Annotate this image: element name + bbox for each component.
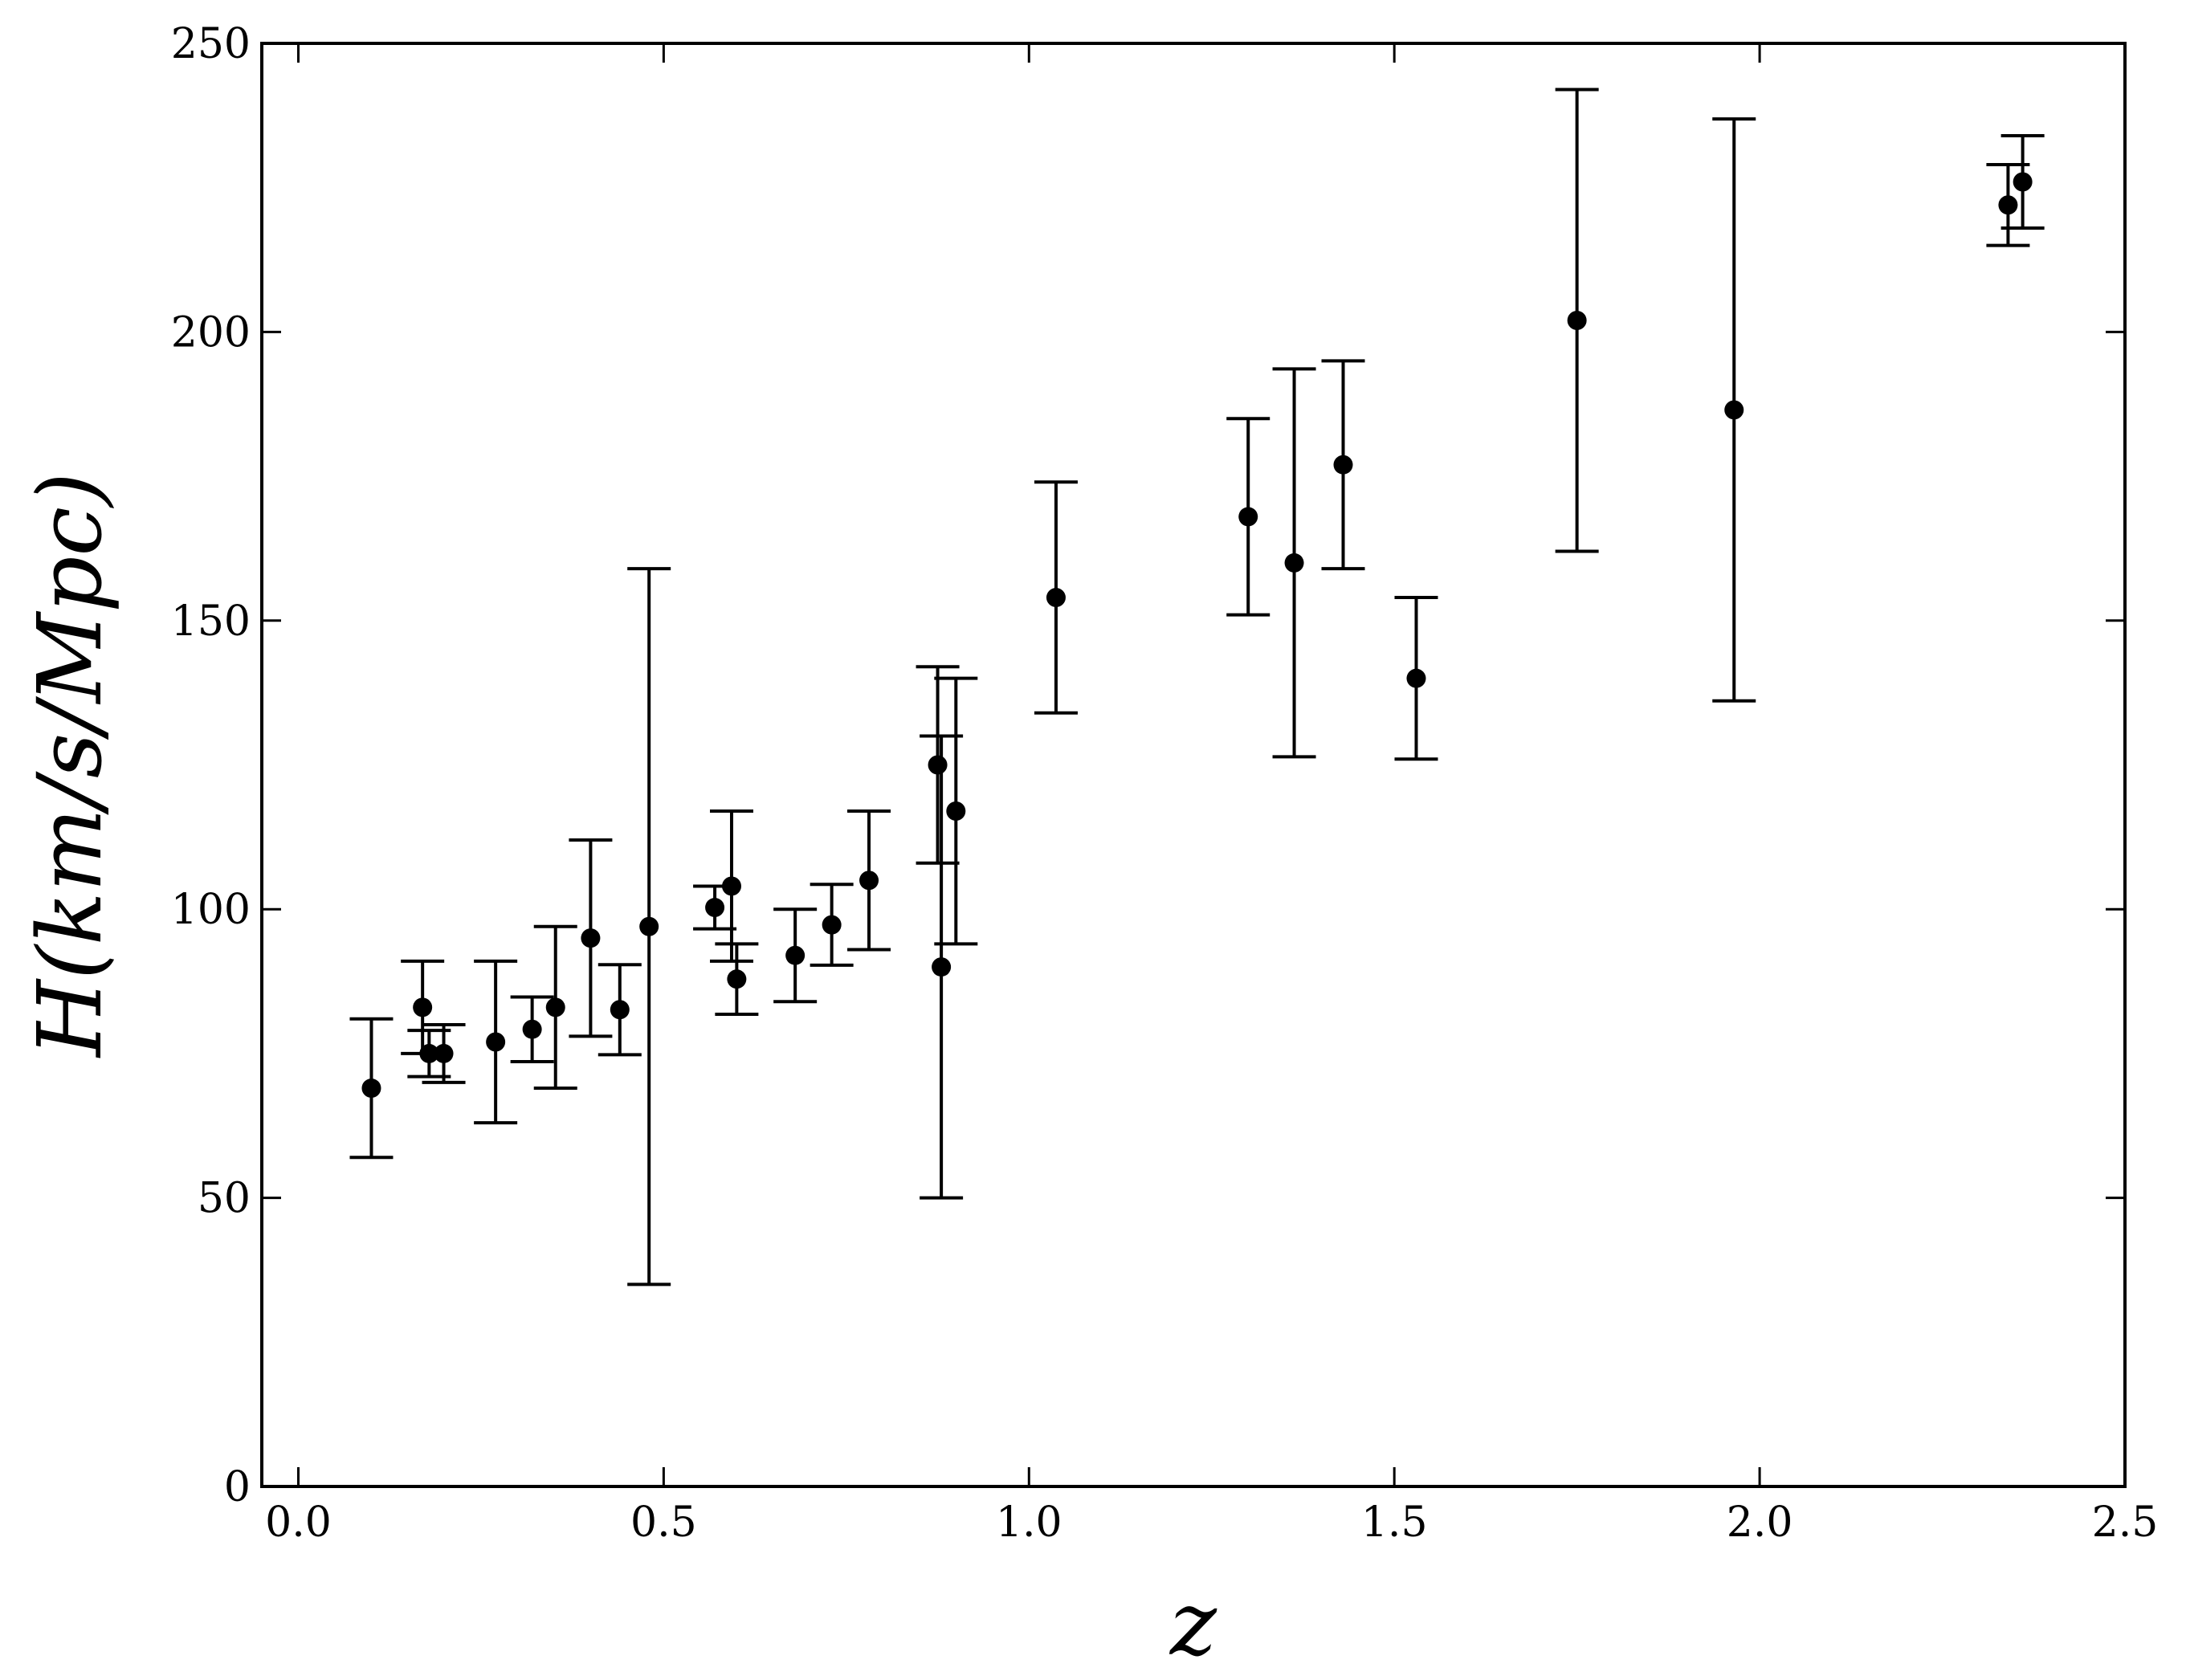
y-tick-label: 250 — [171, 20, 251, 68]
data-point — [1238, 507, 1258, 527]
data-point — [1284, 553, 1304, 573]
data-point — [361, 1079, 381, 1099]
data-point — [1406, 668, 1426, 688]
y-tick-label: 150 — [171, 597, 251, 646]
y-tick-label: 50 — [198, 1175, 251, 1223]
data-point — [2013, 172, 2033, 192]
data-point — [610, 1000, 630, 1020]
data-point — [486, 1032, 506, 1052]
x-tick-label: 2.0 — [1727, 1499, 1793, 1547]
data-point — [822, 915, 842, 935]
y-tick-label: 200 — [171, 308, 251, 357]
data-point — [639, 916, 659, 936]
data-point — [1046, 588, 1066, 608]
data-point — [1724, 400, 1744, 420]
x-tick-label: 1.5 — [1361, 1499, 1428, 1547]
x-axis-label: z — [1168, 1572, 1217, 1675]
data-point — [545, 997, 565, 1017]
data-point — [932, 957, 952, 977]
plot-frame — [260, 42, 2127, 1488]
data-point — [1998, 195, 2018, 215]
y-tick-label: 0 — [224, 1463, 251, 1511]
data-point — [946, 801, 966, 822]
data-point — [1333, 455, 1353, 475]
data-point — [1567, 311, 1587, 331]
data-point — [705, 898, 725, 918]
data-point — [722, 876, 742, 896]
data-point — [785, 945, 805, 965]
y-tick-label: 100 — [171, 886, 251, 934]
data-point — [859, 871, 879, 891]
x-tick-label: 0.5 — [630, 1499, 697, 1547]
data-point — [727, 969, 747, 989]
x-tick-label: 1.0 — [996, 1499, 1062, 1547]
y-axis-label: H(km/s/Mpc) — [18, 472, 121, 1058]
x-tick-label: 2.5 — [2092, 1499, 2159, 1547]
data-point — [434, 1043, 454, 1063]
data-point — [413, 997, 433, 1017]
data-point — [522, 1019, 542, 1039]
data-point — [581, 928, 601, 948]
data-point — [928, 755, 948, 775]
data-point — [419, 1043, 439, 1063]
x-tick-label: 0.0 — [265, 1499, 332, 1547]
